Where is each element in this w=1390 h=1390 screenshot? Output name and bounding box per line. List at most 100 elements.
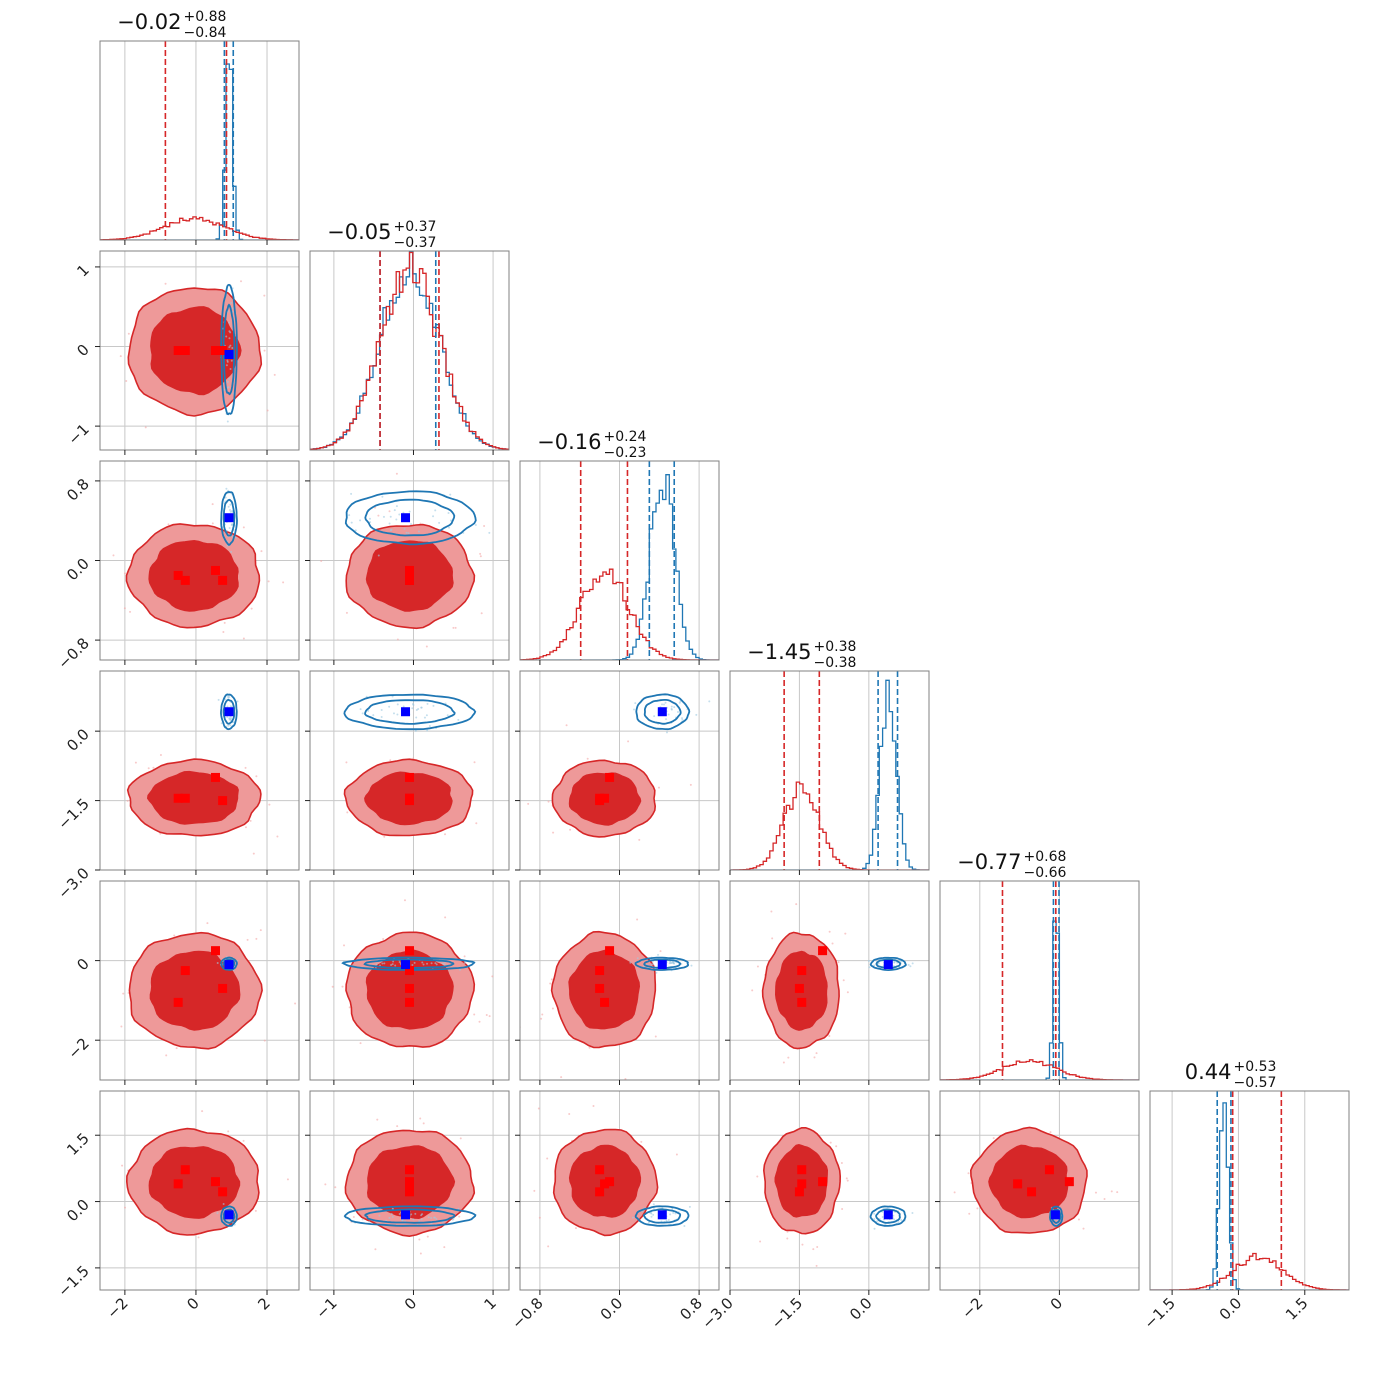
red-sample — [331, 985, 334, 988]
blue-sample — [631, 1216, 634, 1219]
blue-sample — [220, 722, 223, 725]
red-sample — [1094, 1191, 1097, 1194]
blue-sample — [434, 509, 437, 512]
blue-sample — [661, 703, 664, 706]
red-sample — [244, 766, 247, 769]
panel-frame — [309, 1090, 510, 1291]
red-sample — [560, 1076, 563, 1079]
title-plus: +0.38 — [814, 639, 857, 655]
red-sample — [1077, 1218, 1080, 1221]
blue-sample — [231, 705, 234, 708]
panel-3-0: −3.0 −1.5 0.0 — [54, 670, 300, 903]
red-sample — [550, 978, 553, 981]
blue-sample — [391, 1215, 394, 1218]
blue-sample — [449, 493, 452, 496]
blue-truth-marker — [224, 960, 234, 970]
blue-sample — [488, 531, 491, 534]
panel-2-1 — [305, 460, 510, 665]
title-minus: −0.38 — [814, 655, 857, 671]
blue-contour-outer — [343, 693, 477, 731]
red-sample — [129, 610, 132, 613]
panel-content — [940, 881, 1139, 1080]
red-truth-marker — [405, 966, 414, 976]
red-sample — [273, 373, 276, 376]
blue-sample — [642, 965, 645, 968]
blue-sample — [665, 718, 668, 721]
red-sample — [403, 899, 406, 902]
blue-sample — [223, 388, 226, 391]
red-truth-marker — [1027, 1187, 1037, 1197]
red-truth-marker — [1044, 1165, 1054, 1175]
blue-sample — [230, 301, 233, 304]
red-sample — [388, 510, 391, 513]
panel-title: −0.16 — [537, 430, 601, 454]
blue-sample — [422, 963, 425, 966]
blue-sample — [447, 511, 450, 514]
x-tick-label: 0.0 — [1216, 1294, 1246, 1324]
red-sample — [828, 930, 831, 933]
red-sample — [255, 775, 258, 778]
red-sample — [953, 1191, 956, 1194]
blue-sample — [398, 961, 401, 964]
blue-sample — [402, 705, 405, 708]
red-truth-marker — [173, 1179, 183, 1189]
red-sample — [527, 802, 530, 805]
red-sample — [787, 1056, 790, 1059]
red-sample — [396, 638, 399, 641]
panel-frame — [99, 670, 300, 871]
panel-frame — [309, 250, 510, 451]
red-truth-marker — [605, 772, 615, 782]
blue-sample — [229, 719, 232, 722]
panel-content — [730, 671, 929, 870]
red-sample — [164, 282, 167, 285]
blue-sample — [673, 706, 676, 709]
x-tick-label: 1.5 — [1282, 1294, 1312, 1324]
blue-sample — [652, 1213, 655, 1216]
blue-sample — [420, 1214, 423, 1217]
panel-frame — [729, 670, 930, 871]
panel-title: 0.44 — [1185, 1060, 1232, 1084]
blue-sample — [893, 960, 896, 963]
red-sample — [345, 611, 348, 614]
title-plus: +0.53 — [1234, 1059, 1277, 1075]
red-histogram — [1150, 1252, 1349, 1290]
blue-sample — [708, 700, 711, 703]
blue-sample — [393, 509, 396, 512]
red-sample — [260, 550, 263, 553]
blue-sample — [430, 1217, 433, 1220]
red-truth-marker — [405, 796, 414, 806]
blue-contour-inner — [643, 958, 682, 969]
red-truth-marker — [605, 946, 615, 956]
blue-sample — [423, 716, 426, 719]
red-sample — [976, 1207, 979, 1210]
x-tick-label: −1.5 — [1140, 1294, 1178, 1332]
blue-sample — [459, 968, 462, 971]
blue-sample — [226, 715, 229, 718]
blue-sample — [449, 519, 452, 522]
panel-frame — [309, 880, 510, 1081]
red-sample — [346, 811, 349, 814]
panel-content — [100, 671, 299, 870]
blue-sample — [881, 1215, 884, 1218]
blue-sample — [662, 703, 665, 706]
blue-sample — [410, 1213, 413, 1216]
red-sample — [382, 938, 385, 941]
red-sample — [552, 831, 555, 834]
red-truth-marker — [794, 1187, 804, 1197]
red-sample — [842, 979, 845, 982]
blue-truth-marker — [657, 1210, 667, 1220]
blue-contour-outer — [343, 1205, 477, 1227]
blue-contour-outer — [634, 956, 690, 971]
red-contour-inner — [148, 1146, 241, 1219]
panel-content — [100, 461, 299, 660]
red-truth-marker — [405, 1187, 414, 1197]
blue-truth-marker — [224, 349, 234, 359]
blue-sample — [350, 492, 353, 495]
blue-truth-marker — [401, 513, 411, 523]
red-histogram — [310, 251, 509, 450]
panel-content — [310, 461, 509, 660]
red-truth-marker — [210, 565, 220, 575]
red-sample — [175, 1047, 178, 1050]
red-sample — [491, 975, 494, 978]
